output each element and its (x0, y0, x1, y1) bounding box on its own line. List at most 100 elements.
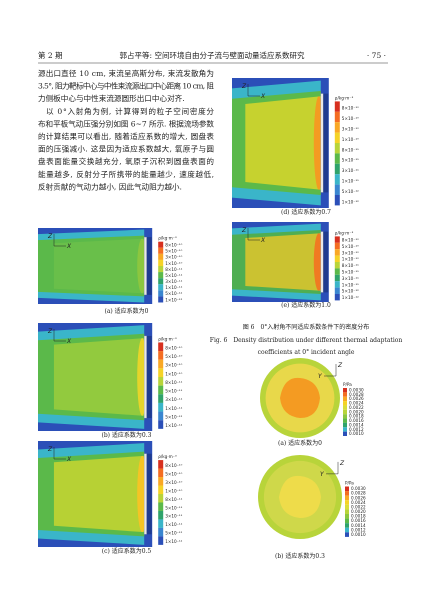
plate (144, 453, 147, 535)
legend-label: 5×10⁻¹⁰ (165, 354, 182, 359)
legend-label: 8×10⁻¹¹ (165, 380, 182, 385)
legend-unit: ρ/kg·m⁻³ (335, 230, 354, 235)
header-title: 郭占平等: 空间环境自由分子流与壁面动量适应系数研究 (120, 50, 305, 60)
legend-swatch (345, 495, 349, 501)
legend-swatch (158, 460, 164, 469)
legend-swatch (334, 255, 340, 262)
plume-core (53, 238, 145, 294)
legend-label: 0.0020 (349, 409, 364, 414)
panel-caption: (e) 适应系数为1.0 (281, 301, 331, 309)
axis-x: X (66, 338, 72, 345)
legend-label: 1×10⁻¹⁰ (342, 257, 359, 262)
legend-swatch (158, 351, 164, 360)
legend-label: 0.0012 (349, 427, 364, 432)
legend-label: 5×10⁻¹¹ (342, 158, 359, 163)
legend-swatch (343, 392, 347, 397)
plume-core (245, 233, 321, 291)
figure-caption-cn: 图 6 0°入射角不同适应系数条件下的密度分布 (243, 323, 370, 331)
legend-label: 3×10⁻¹¹ (342, 276, 359, 281)
figure-caption-en: coefficients at 0° incident angle (258, 349, 355, 356)
legend-label: 3×10⁻¹⁰ (165, 255, 182, 260)
legend-swatch (334, 242, 340, 250)
legend-label: 0.0012 (351, 527, 366, 532)
legend-label: 0.0010 (349, 431, 364, 436)
body-line: 以 0°入射角为例, 计算得到的粒子空间密度分 (46, 106, 214, 116)
panel-caption: (b) 适应系数为0.3 (275, 552, 325, 560)
legend-swatch (158, 377, 164, 386)
legend-label: 8×10⁻¹⁰ (165, 243, 182, 248)
panel-caption: (c) 适应系数为0.5 (102, 547, 152, 555)
legend-unit: ρ/kg·m⁻³ (158, 454, 177, 459)
wake (323, 93, 329, 193)
legend-label: 5×10⁻¹² (165, 531, 182, 536)
legend-swatch (343, 409, 347, 415)
wake (146, 237, 152, 295)
legend-swatch (158, 402, 164, 412)
legend-label: 5×10⁻¹¹ (165, 505, 182, 510)
legend-swatch (158, 284, 164, 291)
legend-swatch (334, 274, 340, 282)
axis-y: Y (320, 471, 325, 478)
legend-swatch (158, 241, 164, 248)
axis-z: Z (337, 362, 343, 369)
legend-swatch (158, 247, 164, 254)
legend-swatch (158, 266, 164, 273)
legend-swatch (158, 510, 164, 520)
legend-swatch (158, 411, 164, 421)
legend-swatch (158, 468, 164, 478)
legend-swatch (334, 122, 340, 133)
legend-label: 5×10⁻¹¹ (165, 273, 182, 278)
legend-swatch (345, 527, 349, 533)
legend-swatch (158, 290, 164, 297)
plate (320, 93, 324, 193)
legend-swatch (158, 259, 164, 266)
axis-z: Z (241, 227, 247, 234)
legend-swatch (345, 513, 349, 519)
legend-swatch (158, 536, 164, 545)
body-line: 布和平板气动压强分别如图 6~7 所示. 根据流场参数 (38, 118, 214, 128)
body-line: 力侧板中心与中性束流源圆形出口中心对齐. (38, 93, 185, 103)
legend-label: 3×10⁻¹¹ (165, 514, 182, 519)
legend-swatch (343, 431, 347, 436)
legend-label: 3×10⁻¹¹ (342, 168, 359, 173)
density-panel: ZXρ/kg·m⁻³8×10⁻¹⁰5×10⁻¹⁰3×10⁻¹⁰1×10⁻¹⁰8×… (38, 228, 183, 304)
legend-label: 1×10⁻¹² (165, 539, 182, 544)
legend-swatch (158, 342, 164, 352)
legend-swatch (334, 249, 340, 256)
legend-swatch (158, 494, 164, 503)
legend-label: 3×10⁻¹¹ (165, 397, 182, 402)
legend-label: 5×10⁻¹² (165, 414, 182, 419)
legend-swatch (345, 509, 349, 514)
axis-z: Z (339, 460, 345, 467)
legend-swatch (158, 502, 164, 511)
legend-swatch (158, 420, 164, 429)
body-line: 反射贡献的气动力越小, 因此气动阻力越小. (38, 181, 182, 191)
legend-swatch (158, 296, 164, 303)
legend-swatch (343, 427, 347, 432)
legend-swatch (158, 485, 164, 494)
legend-label: 5×10⁻¹⁰ (342, 244, 359, 249)
legend-swatch (158, 368, 164, 377)
plate (320, 231, 324, 293)
wake (146, 335, 152, 419)
panel-caption: (d) 适应系数为0.7 (281, 208, 331, 216)
density-panel: ZXρ/kg·m⁻³8×10⁻¹⁰5×10⁻¹⁰3×10⁻¹⁰1×10⁻¹⁰8×… (232, 222, 359, 302)
pressure-panel: YZP/Pa0.00300.00280.00260.00240.00220.00… (258, 455, 366, 539)
pressure-panel: YZP/Pa0.00300.00280.00260.00240.00220.00… (260, 358, 364, 438)
legend-swatch (158, 359, 164, 369)
axis-y: Y (318, 373, 323, 380)
legend-label: 0.0030 (351, 486, 366, 491)
legend-label: 5×10⁻¹¹ (342, 270, 359, 275)
disk-core (280, 377, 320, 418)
legend-swatch (345, 491, 349, 496)
legend-label: 5×10⁻¹⁰ (342, 116, 359, 121)
legend-label: 1×10⁻¹² (165, 297, 182, 302)
plume-core (245, 96, 321, 190)
plate (144, 335, 147, 419)
legend-swatch (334, 236, 340, 243)
legend-swatch (334, 163, 340, 175)
wake (323, 231, 329, 293)
legend-swatch (158, 477, 164, 486)
legend-label: 8×10⁻¹¹ (342, 263, 359, 268)
